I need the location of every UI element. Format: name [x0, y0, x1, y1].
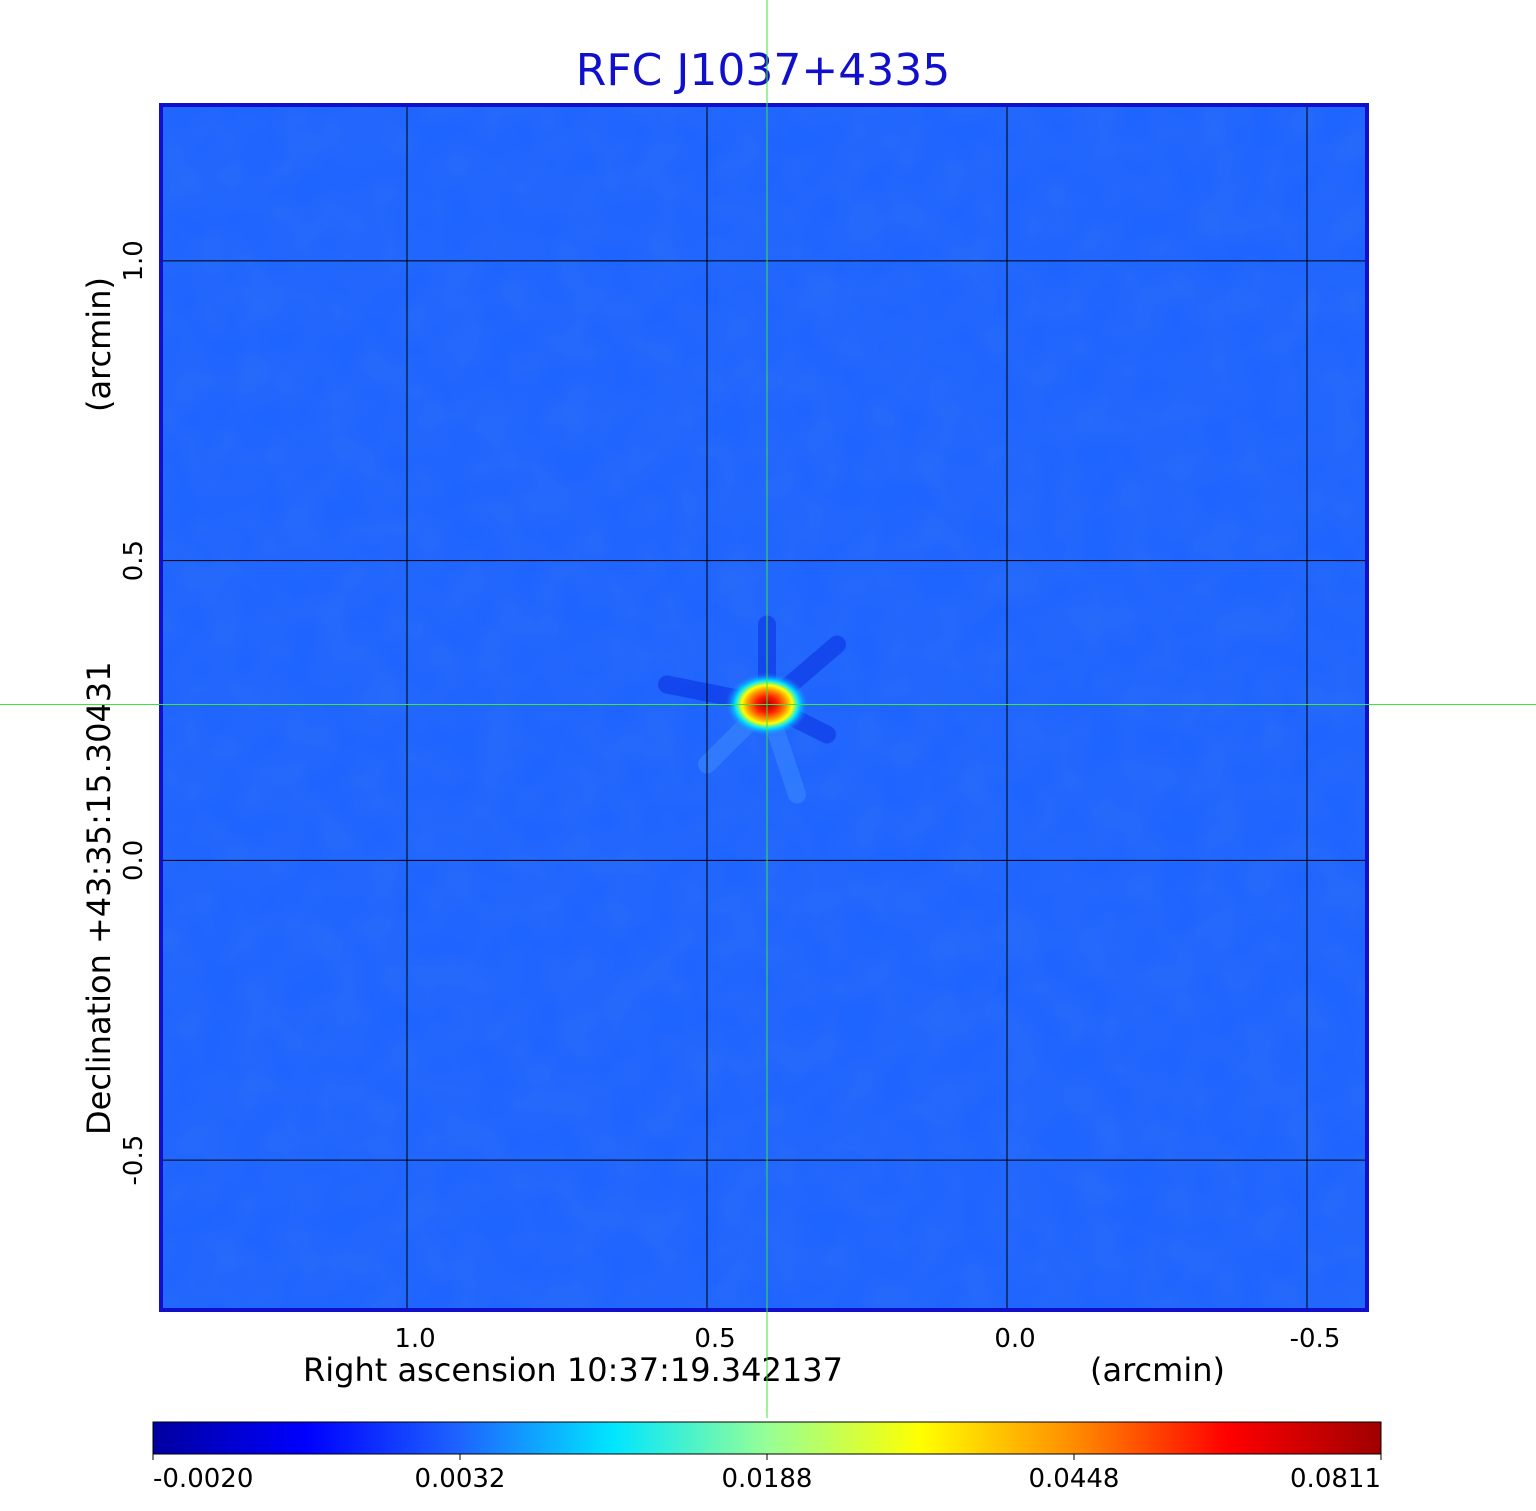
x-tick-label: 0.5 — [694, 1324, 735, 1354]
y-tick-label: 0.5 — [119, 540, 149, 581]
y-axis-unit: (arcmin) — [80, 277, 118, 412]
colorbar-labels: -0.0020 0.0032 0.0188 0.0448 0.0811 — [152, 1454, 1382, 1494]
y-axis-label: Declination +43:35:15.30431 — [80, 661, 118, 1135]
x-tick-labels: 1.0 0.5 0.0 -0.5 — [394, 1324, 1340, 1354]
y-tick-label: -0.5 — [119, 1135, 149, 1186]
x-axis-label: Right ascension 10:37:19.342137 — [303, 1351, 843, 1389]
x-tick-label: 0.0 — [994, 1324, 1035, 1354]
colorbar-label: 0.0448 — [1029, 1464, 1120, 1494]
crosshair — [0, 0, 1536, 1418]
y-tick-labels: 1.0 0.5 0.0 -0.5 — [119, 240, 149, 1185]
colorbar — [152, 1421, 1382, 1455]
colorbar-label: 0.0811 — [1290, 1464, 1381, 1494]
plot-frame — [159, 103, 1369, 1312]
chart-title: RFC J1037+4335 — [576, 45, 950, 96]
colorbar-label: 0.0188 — [722, 1464, 813, 1494]
x-axis-unit: (arcmin) — [1090, 1351, 1225, 1389]
plot-area — [159, 103, 1369, 1312]
y-tick-label: 1.0 — [119, 240, 149, 281]
y-tick-label: 0.0 — [119, 840, 149, 881]
x-tick-label: -0.5 — [1290, 1324, 1341, 1354]
x-tick-label: 1.0 — [394, 1324, 435, 1354]
colorbar-label: 0.0032 — [415, 1464, 506, 1494]
grid-lines — [161, 105, 1367, 1310]
colorbar-label: -0.0020 — [153, 1464, 253, 1494]
